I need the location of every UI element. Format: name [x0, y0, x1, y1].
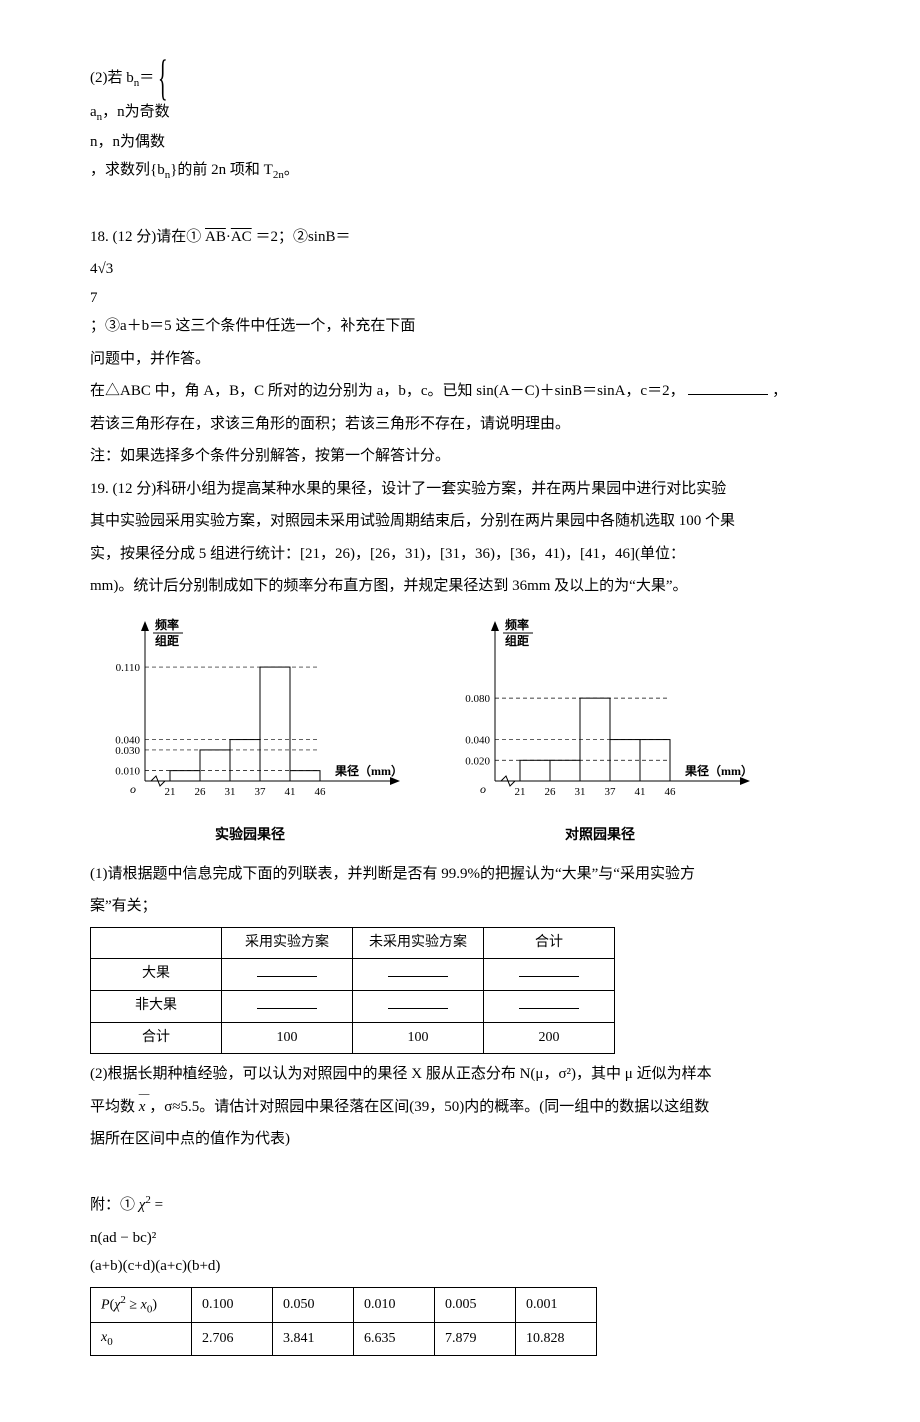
svg-text:0.080: 0.080 [465, 693, 490, 705]
svg-text:26: 26 [195, 786, 207, 798]
table-cell: 3.841 [273, 1322, 354, 1355]
q19-l1: 19. (12 分)科研小组为提高某种水果的果径，设计了一套实验方案，并在两片果… [90, 475, 830, 504]
table-cell [222, 959, 353, 991]
svg-text:31: 31 [225, 786, 236, 798]
q19-2-l2: 平均数 x ，σ≈5.5。请估计对照园中果径落在区间(39，50)内的概率。(同… [90, 1093, 830, 1122]
svg-text:o: o [480, 782, 486, 796]
chart-a: 频率组距果径（mm） o 0.010 0.0300.040 0.110 21 26 31 37 4… [90, 611, 410, 811]
case-odd: an，n为奇数 [90, 98, 830, 128]
svg-text:0.010: 0.010 [115, 765, 140, 777]
svg-text:0.030: 0.030 [115, 745, 140, 757]
table-cell: 10.828 [516, 1322, 597, 1355]
table-cell: 非大果 [91, 990, 222, 1022]
table-cell: 6.635 [354, 1322, 435, 1355]
svg-text:0.020: 0.020 [465, 755, 490, 767]
table-cell: 100 [222, 1022, 353, 1054]
table-cell: 0.005 [435, 1287, 516, 1322]
table-blank[interactable] [257, 994, 317, 1009]
table-cell: 200 [484, 1022, 615, 1054]
charts-row: 频率组距果径（mm）o0.0100.0300.0400.110212631374… [90, 611, 830, 850]
q18-line2: 问题中，并作答。 [90, 345, 830, 374]
svg-text:果径（mm）: 果径（mm） [684, 763, 753, 778]
vec-ac: AC [231, 229, 252, 245]
table-cell: 0.100 [192, 1287, 273, 1322]
table-blank[interactable] [388, 994, 448, 1009]
table-blank[interactable] [257, 962, 317, 977]
q17-2-suffix: ，求数列{bn}的前 2n 项和 T2n。 [90, 162, 299, 178]
case-even: n，n为偶数 [90, 128, 830, 157]
q19-2-l3: 据所在区间中点的值作为代表) [90, 1125, 830, 1154]
svg-text:0.110: 0.110 [116, 662, 141, 674]
q19-2-l1: (2)根据长期种植经验，可以认为对照园中的果径 X 服从正态分布 N(μ，σ²)… [90, 1060, 830, 1089]
q18-line3: 在△ABC 中，角 A，B，C 所对的边分别为 a，b，c。已知 sin(A－C… [90, 377, 830, 406]
table-cell: 2.706 [192, 1322, 273, 1355]
svg-text:0.040: 0.040 [465, 734, 490, 746]
vec-ab: AB [205, 229, 226, 245]
svg-text:21: 21 [515, 786, 526, 798]
table-cell: 7.879 [435, 1322, 516, 1355]
q19-l4: mm)。统计后分别制成如下的频率分布直方图，并规定果径达到 36mm 及以上的为… [90, 572, 830, 601]
table-header [91, 927, 222, 959]
svg-text:41: 41 [285, 786, 296, 798]
chart-a-caption: 实验园果径 [90, 823, 410, 850]
table-header: 合计 [484, 927, 615, 959]
table-cell: x0 [91, 1322, 192, 1355]
svg-text:46: 46 [665, 786, 677, 798]
table-cell [484, 959, 615, 991]
table-cell: 合计 [91, 1022, 222, 1054]
chart-b-wrap: 频率组距果径（mm） o 0.020 0.040 0.080 21 26 31 37 41 46 对… [440, 611, 760, 850]
svg-text:频率: 频率 [155, 617, 179, 632]
chi-square-table: P(χ2 ≥ x0)0.1000.0500.0100.0050.001 x02.7… [90, 1287, 597, 1356]
svg-text:果径（mm）: 果径（mm） [334, 763, 403, 778]
chart-b: 频率组距果径（mm） o 0.020 0.040 0.080 21 26 31 37 41 46 [440, 611, 760, 811]
table-cell: 100 [353, 1022, 484, 1054]
q18-line4: 若该三角形存在，求该三角形的面积；若该三角形不存在，请说明理由。 [90, 410, 830, 439]
fill-blank[interactable] [688, 379, 768, 395]
table-blank[interactable] [519, 962, 579, 977]
chart-b-caption: 对照园果径 [440, 823, 760, 850]
q17-2: (2)若 bn＝ [90, 64, 830, 94]
svg-text:组距: 组距 [155, 633, 179, 648]
chart-a-wrap: 频率组距果径（mm） o 0.010 0.0300.040 0.110 21 26 31 37 4… [90, 611, 410, 850]
svg-text:41: 41 [635, 786, 646, 798]
table-header: 未采用实验方案 [353, 927, 484, 959]
svg-text:组距: 组距 [505, 633, 529, 648]
table-cell: 0.010 [354, 1287, 435, 1322]
table-blank[interactable] [519, 994, 579, 1009]
q18-line1: 18. (12 分)请在① AB·AC ＝2；②sinB＝ [90, 223, 830, 252]
contingency-table: 采用实验方案未采用实验方案合计大果非大果合计100100200 [90, 927, 615, 1054]
table-cell: 大果 [91, 959, 222, 991]
table-cell: P(χ2 ≥ x0) [91, 1287, 192, 1322]
table-cell [222, 990, 353, 1022]
svg-text:0.040: 0.040 [115, 734, 140, 746]
q17-2-prefix: (2)若 b [90, 70, 134, 86]
appendix-formula: 附：① χ2 = [90, 1190, 830, 1220]
table-header: 采用实验方案 [222, 927, 353, 959]
q18-line5: 注：如果选择多个条件分别解答，按第一个解答计分。 [90, 442, 830, 471]
q19-1-l2: 案”有关； [90, 892, 830, 921]
svg-text:46: 46 [315, 786, 327, 798]
x-bar: x [139, 1093, 146, 1122]
svg-text:o: o [130, 782, 136, 796]
svg-text:37: 37 [255, 786, 267, 798]
table-cell: 0.001 [516, 1287, 597, 1322]
svg-text:频率: 频率 [505, 617, 529, 632]
svg-text:26: 26 [545, 786, 557, 798]
table-cell [484, 990, 615, 1022]
table-blank[interactable] [388, 962, 448, 977]
q19-1-l1: (1)请根据题中信息完成下面的列联表，并判断是否有 99.9%的把握认为“大果”… [90, 860, 830, 889]
q19-l2: 其中实验园采用实验方案，对照园未采用试验周期结束后，分别在两片果园中各随机选取 … [90, 507, 830, 536]
table-cell [353, 990, 484, 1022]
q19-l3: 实，按果径分成 5 组进行统计：[21，26)，[26，31)，[31，36)，… [90, 540, 830, 569]
table-cell [353, 959, 484, 991]
svg-text:31: 31 [575, 786, 586, 798]
table-cell: 0.050 [273, 1287, 354, 1322]
svg-text:37: 37 [605, 786, 617, 798]
svg-text:21: 21 [165, 786, 176, 798]
